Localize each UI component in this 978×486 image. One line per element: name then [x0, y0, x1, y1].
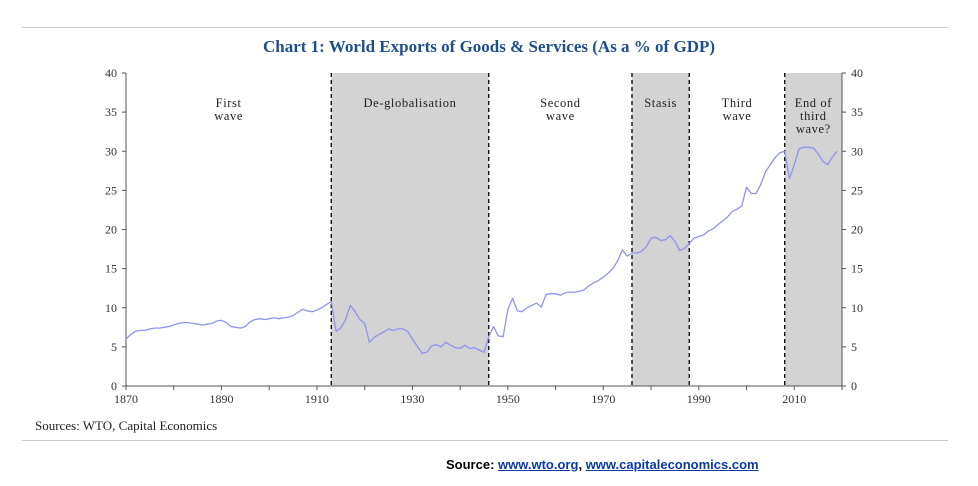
period-label: Stasis: [644, 96, 677, 110]
series-line: [125, 146, 838, 354]
x-tick-label: 1990: [687, 392, 711, 406]
sources-note: Sources: WTO, Capital Economics: [35, 418, 218, 433]
y-tick-label-left: 15: [105, 262, 117, 276]
y-tick-label-right: 20: [851, 223, 863, 237]
period-label: De-globalisation: [364, 96, 457, 110]
footer-separator: ,: [578, 457, 583, 472]
top-rule: [22, 27, 948, 28]
y-tick-label-left: 0: [111, 379, 117, 393]
capital-economics-link[interactable]: www.capitaleconomics.com: [585, 457, 759, 472]
period-labels: First wave De-globalisation Second wave Stasi…: [214, 96, 833, 136]
y-tick-label-left: 20: [105, 223, 117, 237]
tick-labels: 0 0 5 5 10 10 15 15 20 20 25 25 30 30 35 35 40 40 1870 1890…: [105, 66, 863, 406]
y-tick-label-right: 35: [851, 105, 863, 119]
x-tick-label: 1930: [400, 392, 424, 406]
x-tick-label: 1910: [305, 392, 329, 406]
wto-link[interactable]: www.wto.org: [498, 457, 579, 472]
y-tick-label-right: 25: [851, 183, 863, 197]
y-tick-label-left: 10: [105, 301, 117, 315]
shaded-period: [331, 73, 489, 386]
shaded-periods: [331, 73, 842, 386]
y-tick-label-right: 40: [851, 66, 863, 80]
x-tick-label: 1970: [591, 392, 615, 406]
axes: [122, 72, 846, 390]
x-tick-label: 1890: [209, 392, 233, 406]
period-label: End of third wave?: [795, 96, 833, 136]
series-lines: [125, 146, 838, 354]
y-tick-label-left: 35: [105, 105, 117, 119]
shaded-period: [631, 73, 690, 386]
footer-label: Source:: [446, 457, 495, 472]
shaded-period: [784, 73, 842, 386]
x-tick-label: 2010: [782, 392, 806, 406]
y-tick-label-right: 0: [851, 379, 857, 393]
bottom-rule: [22, 440, 948, 441]
period-dividers: [330, 73, 786, 386]
footer-source: Source: www.wto.org, www.capitaleconomic…: [446, 457, 759, 472]
y-tick-label-right: 5: [851, 340, 857, 354]
chart-title: Chart 1: World Exports of Goods & Servic…: [262, 37, 716, 56]
y-tick-label-left: 25: [105, 183, 117, 197]
x-tick-label: 1870: [114, 392, 138, 406]
y-tick-label-left: 5: [111, 340, 117, 354]
y-tick-label-left: 40: [105, 66, 117, 80]
y-tick-label-right: 10: [851, 301, 863, 315]
period-label: Third wave: [722, 96, 753, 123]
y-tick-label-right: 30: [851, 144, 863, 158]
y-tick-label-left: 30: [105, 144, 117, 158]
period-label: Second wave: [540, 96, 581, 123]
period-label: First wave: [214, 96, 243, 123]
x-tick-label: 1950: [496, 392, 520, 406]
y-tick-label-right: 15: [851, 262, 863, 276]
